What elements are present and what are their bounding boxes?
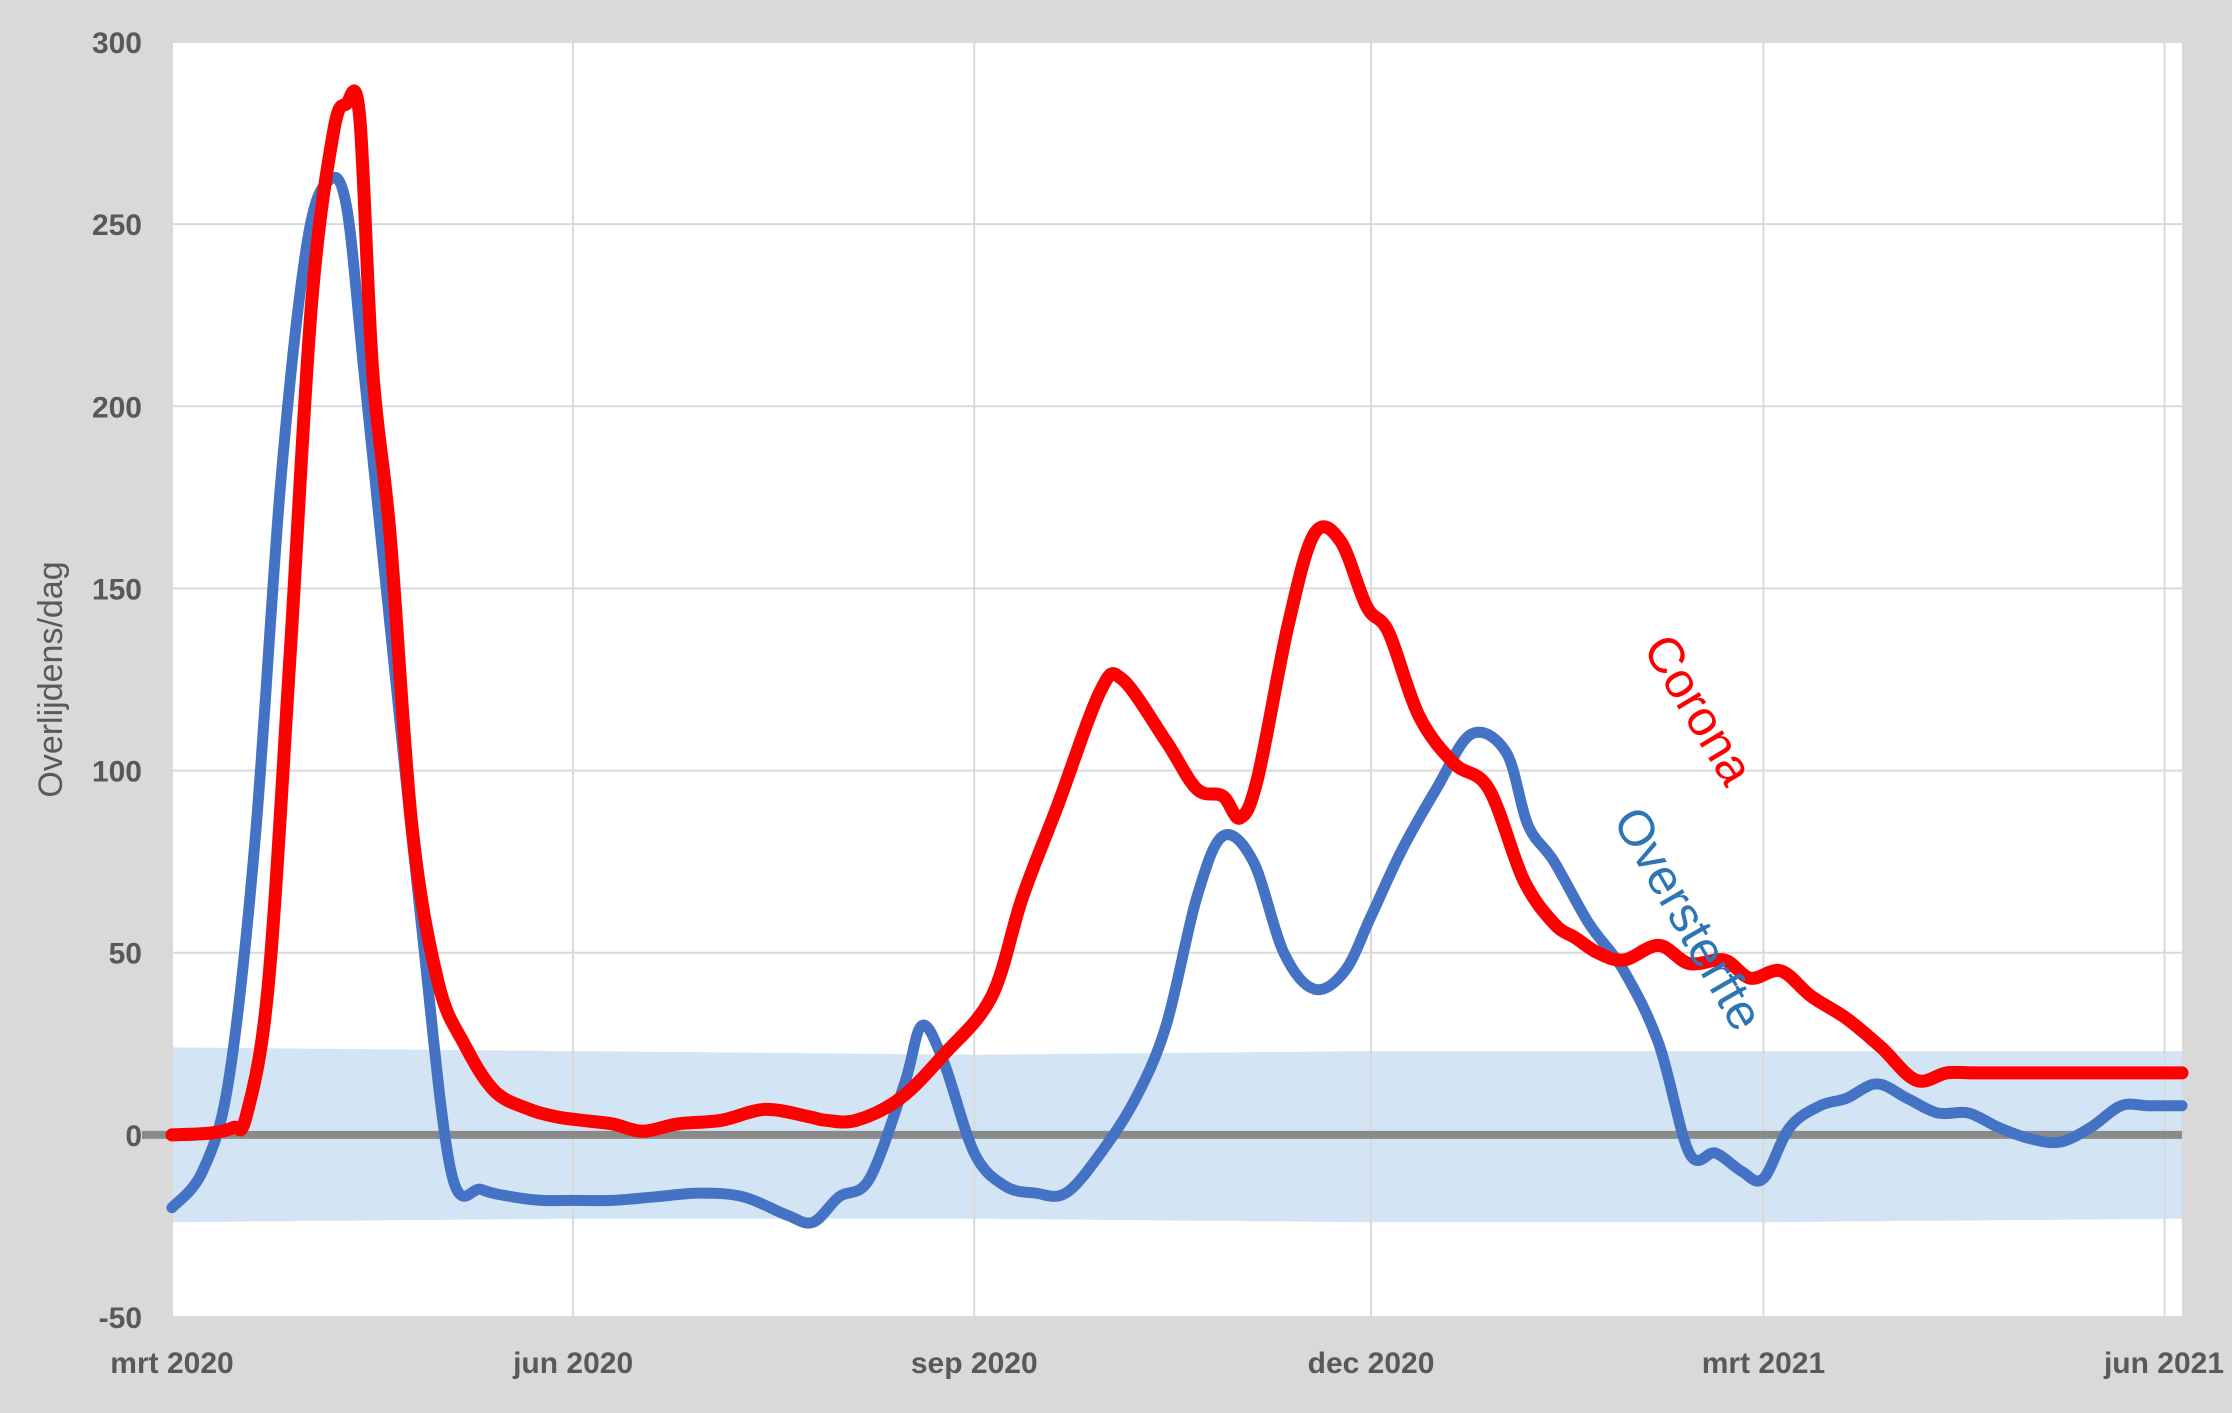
y-tick-label: 250 [92,209,142,242]
x-tick-label: mrt 2020 [110,1347,233,1380]
y-tick-label: -50 [99,1302,142,1335]
y-tick-label: 150 [92,573,142,606]
y-axis: 300 250 200 150 100 50 0 -50 [92,27,142,1335]
y-tick-label: 50 [109,938,142,971]
y-tick-label: 300 [92,27,142,60]
series-line-oversterfte [166,171,2188,1229]
x-tick-label: jun 2021 [2103,1347,2224,1380]
y-axis-label: Overlijdens/dag [32,561,70,797]
x-axis: mrt 2020 jun 2020 sep 2020 dec 2020 mrt 2021… [110,1347,2224,1380]
y-tick-label: 100 [92,756,142,789]
y-tick-label: 200 [92,391,142,424]
series-line-corona [165,84,2189,1142]
x-tick-label: jun 2020 [512,1347,633,1380]
x-tick-label: mrt 2021 [1702,1347,1825,1380]
y-tick-label: 0 [125,1120,142,1153]
x-tick-label: dec 2020 [1308,1347,1435,1380]
series-layer [165,84,2189,1229]
x-tick-label: sep 2020 [911,1347,1038,1380]
